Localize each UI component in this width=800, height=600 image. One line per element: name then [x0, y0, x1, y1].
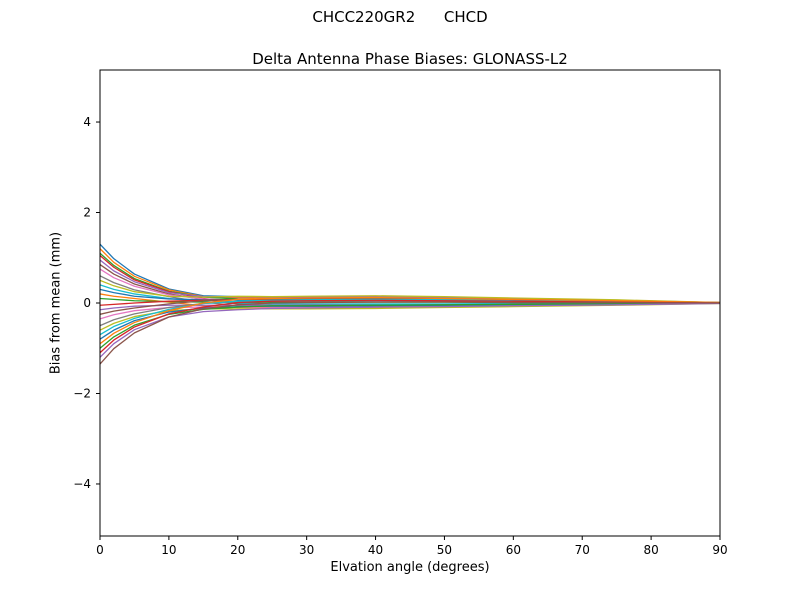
y-tick-label: 0	[83, 296, 91, 310]
series-line-23	[99, 302, 721, 349]
y-tick-label: 2	[83, 206, 91, 220]
x-tick-label: 80	[643, 543, 658, 557]
y-tick-label: −2	[73, 386, 91, 400]
y-tick-label: −4	[73, 477, 91, 491]
x-tick-label: 0	[96, 543, 104, 557]
x-axis-label: Elvation angle (degrees)	[330, 560, 490, 575]
x-tick-label: 90	[712, 543, 727, 557]
figure-title: CHCC220GR2 CHCD	[312, 8, 488, 26]
x-tick-label: 40	[368, 543, 383, 557]
series-line-01	[99, 243, 721, 304]
series-line-24	[99, 299, 721, 354]
chart-subtitle: Delta Antenna Phase Biases: GLONASS-L2	[252, 50, 568, 68]
x-tick-label: 30	[299, 543, 314, 557]
series-line-22	[99, 296, 721, 345]
series-line-25	[99, 302, 721, 358]
x-tick-label: 20	[230, 543, 245, 557]
y-tick-label: 4	[83, 115, 91, 129]
series-line-26	[99, 301, 721, 365]
series-line-09	[99, 279, 721, 304]
x-tick-label: 10	[161, 543, 176, 557]
series-line-02	[99, 248, 721, 304]
x-tick-label: 50	[437, 543, 452, 557]
series-line-10	[99, 284, 721, 305]
x-tick-label: 60	[506, 543, 521, 557]
x-tick-label: 70	[575, 543, 590, 557]
